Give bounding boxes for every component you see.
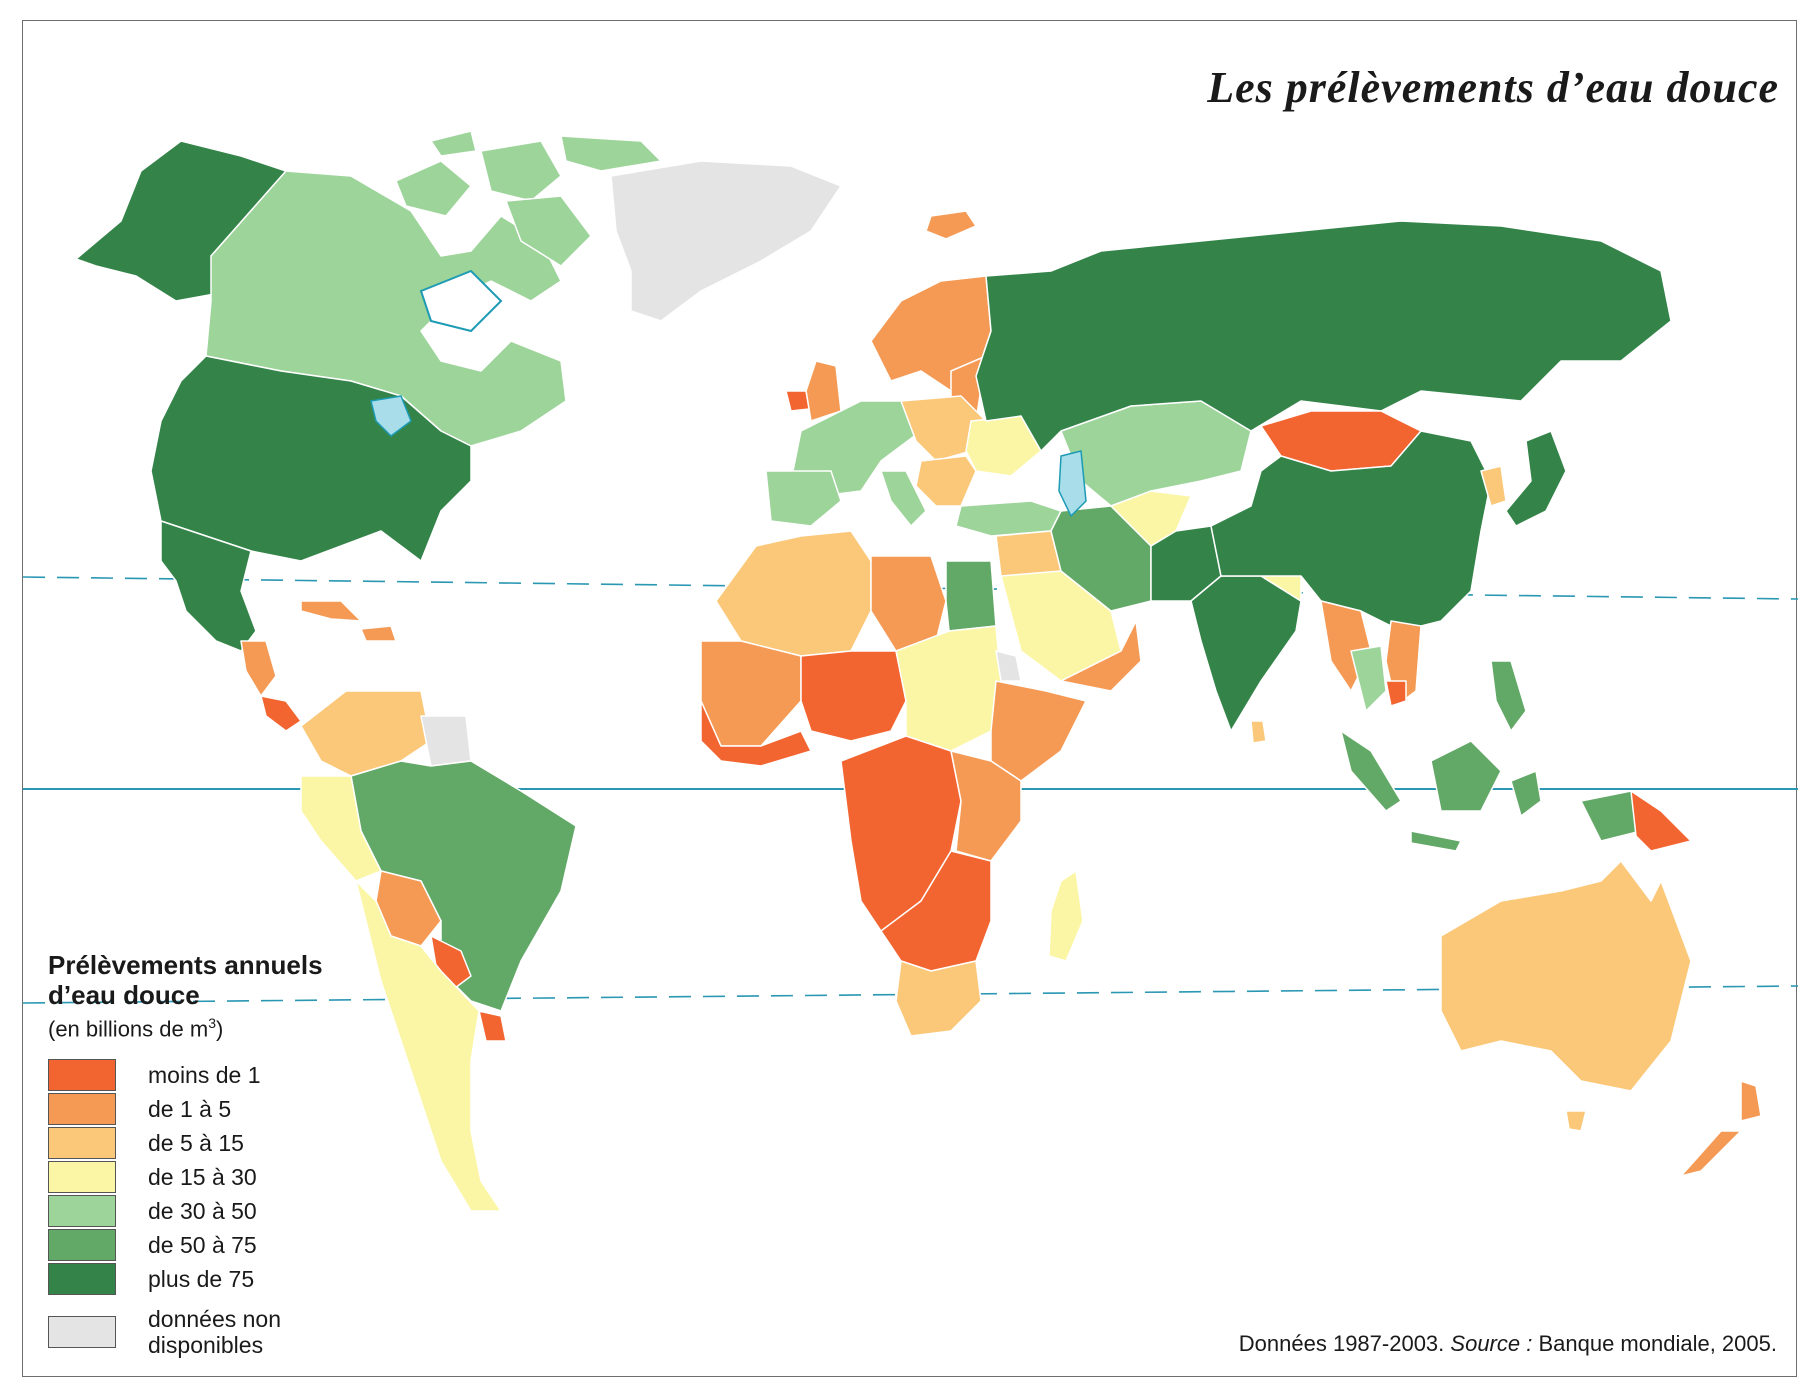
region-paraguay [430, 935, 472, 992]
region-central-america-1 [240, 640, 277, 697]
legend-item: de 15 à 30 [48, 1160, 368, 1194]
region-arctic-islands-5 [430, 130, 477, 157]
legend-swatch [48, 1127, 116, 1160]
source-label: Source : [1450, 1331, 1533, 1356]
region-balkans [915, 455, 977, 507]
region-caspian-sea [1058, 450, 1087, 518]
region-uruguay [478, 1010, 507, 1042]
legend-item: de 50 à 75 [48, 1228, 368, 1262]
legend-item-no-data: données non disponibles [48, 1304, 368, 1360]
legend-title: Prélèvements annuels d’eau douce [48, 950, 323, 1010]
legend-swatch-no-data [48, 1316, 116, 1349]
legend-subtitle-prefix: (en billions de m [48, 1016, 209, 1042]
region-turkey [955, 500, 1062, 537]
region-north-africa-west [715, 530, 872, 657]
region-sulawesi [1510, 770, 1542, 817]
region-east-africa [950, 750, 1022, 862]
region-greenland [610, 160, 842, 322]
region-tasmania [1565, 1110, 1587, 1132]
legend-item: plus de 75 [48, 1262, 368, 1296]
legend-swatch [48, 1229, 116, 1262]
region-cuba [300, 600, 362, 622]
legend-item: de 30 à 50 [48, 1194, 368, 1228]
region-borneo [1430, 740, 1502, 812]
region-papua-new-guinea [1630, 790, 1692, 852]
region-thailand [1350, 645, 1387, 712]
world-map: .c { stroke: #ffffff; stroke-width: 1.5;… [23, 130, 1798, 1212]
map-frame: .c { stroke: #ffffff; stroke-width: 1.5;… [22, 20, 1798, 1377]
legend-label: de 30 à 50 [148, 1197, 257, 1224]
region-sudan [895, 625, 1002, 752]
region-arctic-islands-4 [505, 195, 592, 267]
legend-label: de 50 à 75 [148, 1231, 257, 1258]
region-italy [880, 470, 927, 527]
legend-subtitle-suffix: ) [215, 1016, 224, 1042]
source-prefix: Données 1987-2003. [1238, 1331, 1445, 1356]
legend-subtitle-exponent: 3 [208, 1015, 216, 1031]
region-mexico [160, 520, 257, 652]
region-eritrea [995, 650, 1022, 682]
region-sri-lanka [1250, 720, 1267, 744]
region-korea [1480, 465, 1507, 507]
region-uk [805, 360, 842, 422]
region-colombia-venezuela [300, 690, 432, 777]
region-arctic-islands-3 [560, 135, 662, 172]
source-text: Banque mondiale, 2005. [1538, 1331, 1777, 1356]
source-note: Données 1987-2003. Source : Banque mondi… [1239, 1331, 1777, 1357]
region-peru-ecuador [300, 775, 382, 882]
legend-label-no-data: données non disponibles [148, 1306, 281, 1358]
region-arctic-islands-1 [395, 160, 472, 217]
legend-label-no-data-line2: disponibles [148, 1332, 264, 1359]
legend-label: de 5 à 15 [148, 1129, 244, 1156]
region-sahel-chad [800, 650, 907, 742]
legend-item: de 5 à 15 [48, 1126, 368, 1160]
region-java [1410, 830, 1462, 852]
region-philippines [1490, 660, 1527, 732]
legend-label-no-data-line1: données non [148, 1306, 282, 1333]
legend-swatch [48, 1161, 116, 1194]
region-new-zealand [1680, 1080, 1762, 1177]
region-guianas [420, 715, 472, 767]
legend-label: de 1 à 5 [148, 1095, 232, 1122]
legend-swatch [48, 1263, 116, 1296]
legend-item: moins de 1 [48, 1058, 368, 1092]
region-uzbekistan [1110, 490, 1192, 547]
legend: Prélèvements annuels d’eau douce (en bil… [48, 950, 368, 1360]
region-iceland [925, 210, 977, 240]
region-horn [990, 680, 1087, 782]
region-australia [1440, 860, 1692, 1092]
region-madagascar [1048, 870, 1084, 962]
region-china [1210, 430, 1492, 632]
region-malaysia-indonesia-1 [1340, 730, 1402, 812]
region-west-africa-coast [700, 700, 812, 767]
region-west-africa [700, 640, 802, 747]
region-hispaniola [360, 625, 397, 642]
legend-label: plus de 75 [148, 1265, 255, 1292]
legend-swatch [48, 1195, 116, 1228]
region-south-africa [895, 960, 982, 1037]
legend-subtitle: (en billions de m3) [48, 1010, 368, 1042]
region-central-america-2 [260, 695, 302, 732]
great-lakes [370, 395, 412, 437]
legend-swatch [48, 1093, 116, 1126]
legend-label: moins de 1 [148, 1061, 261, 1088]
region-egypt [945, 560, 997, 632]
region-japan [1505, 430, 1567, 527]
region-yemen-oman [1060, 620, 1142, 692]
legend-swatch [48, 1059, 116, 1092]
region-iberia [765, 470, 842, 527]
legend-item: de 1 à 5 [48, 1092, 368, 1126]
region-arctic-islands-2 [480, 140, 562, 202]
hudson-bay [419, 269, 503, 333]
region-ireland [785, 390, 810, 412]
region-india [1190, 575, 1302, 732]
region-russia [975, 220, 1672, 452]
region-new-caledonia [1740, 960, 1762, 980]
legend-label: de 15 à 30 [148, 1163, 257, 1190]
legend-list: moins de 1 de 1 à 5 de 5 à 15 de 15 à 30… [48, 1058, 368, 1360]
region-cambodia [1385, 680, 1407, 707]
region-argentina-chile [355, 880, 502, 1212]
map-title: Les prélèvements d’eau douce [1207, 63, 1779, 112]
